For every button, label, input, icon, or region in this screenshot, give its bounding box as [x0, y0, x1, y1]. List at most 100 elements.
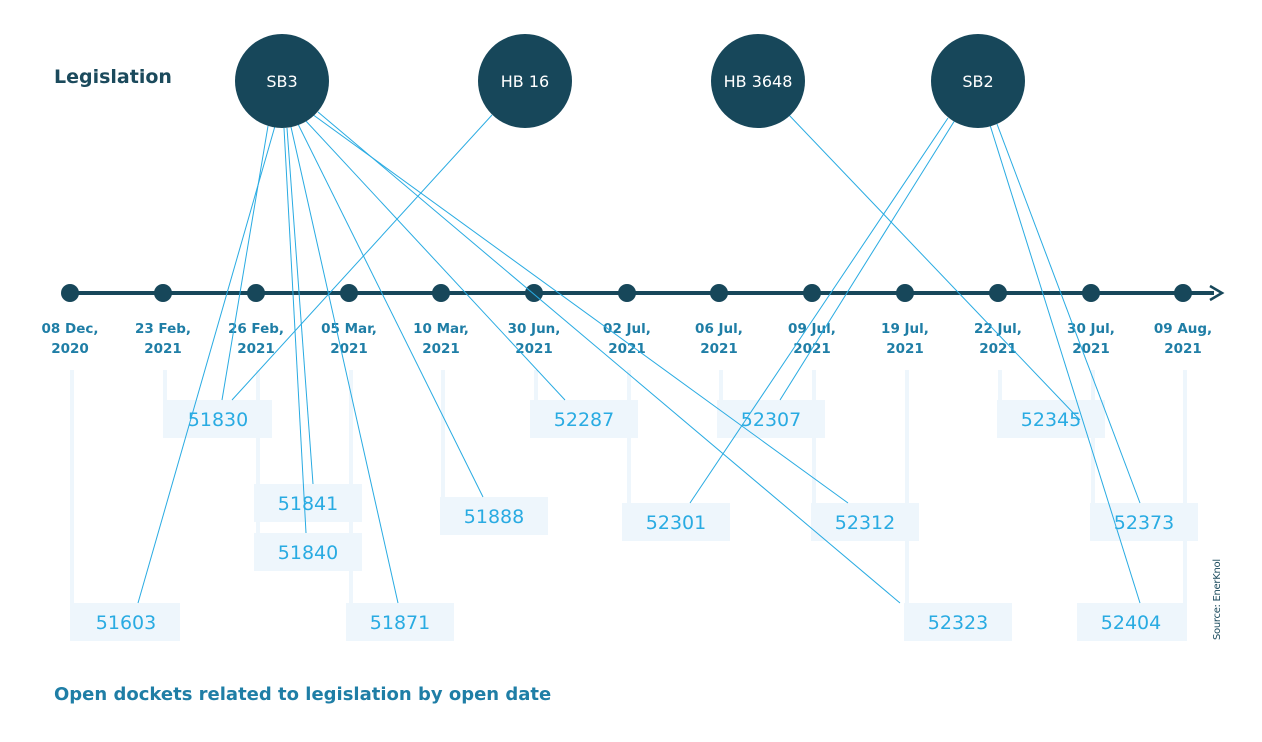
date-label: 23 Feb, 2021 [135, 321, 191, 357]
docket-box[interactable]: 51840 [254, 533, 362, 571]
docket-id: 52287 [554, 409, 614, 431]
link-line [779, 119, 956, 401]
legislation-circle [478, 34, 572, 128]
docket-box[interactable]: 51603 [72, 603, 180, 641]
date-label-day: 30 Jun, [508, 321, 561, 337]
date-label: 09 Aug, 2021 [1154, 321, 1212, 357]
docket-box[interactable]: 51830 [164, 400, 272, 438]
docket-box-bg [530, 400, 638, 438]
date-label: 09 Jul,2021 [788, 321, 836, 357]
date-label-day: 23 Feb, [135, 321, 191, 337]
timeline-dot [989, 284, 1007, 302]
date-label-year: 2021 [330, 341, 368, 357]
legislation-node[interactable]: HB 16 [478, 34, 572, 128]
docket-box[interactable]: 52287 [530, 400, 638, 438]
date-label-year: 2021 [700, 341, 738, 357]
link-line [787, 113, 1081, 421]
docket-box-bg [997, 400, 1105, 438]
docket-box-bg [717, 400, 825, 438]
docket-box-bg [622, 503, 730, 541]
docket-id: 52307 [741, 409, 801, 431]
legislation-node[interactable]: SB2 [931, 34, 1025, 128]
timeline-dot [154, 284, 172, 302]
docket-box[interactable]: 51871 [346, 603, 454, 641]
timeline-dot [710, 284, 728, 302]
link-line [689, 117, 949, 504]
date-label: 05 Mar, 2021 [321, 321, 377, 357]
date-label: 22 Jul, 2021 [974, 321, 1022, 357]
date-label-day: 10 Mar, [413, 321, 469, 337]
date-label-year: 2021 [515, 341, 553, 357]
docket-box-bg [72, 603, 180, 641]
legislation-label: HB 3648 [724, 72, 793, 91]
docket-id: 51841 [278, 493, 338, 515]
docket-id: 51840 [278, 542, 338, 564]
link-line [297, 123, 484, 498]
date-label: 19 Jul, 2021 [881, 321, 929, 357]
docket-box[interactable]: 52373 [1090, 503, 1198, 541]
docket-id: 51888 [464, 506, 524, 528]
date-label-day: 09 Aug, [1154, 321, 1212, 337]
legislation-label: SB2 [962, 72, 993, 91]
docket-id: 51871 [370, 612, 430, 634]
timeline-dot [432, 284, 450, 302]
legislation-heading: Legislation [54, 66, 172, 88]
docket-box-bg [1077, 603, 1185, 641]
timeline-dot [803, 284, 821, 302]
timeline-dot [247, 284, 265, 302]
timeline-dot [618, 284, 636, 302]
timeline-dot [1174, 284, 1192, 302]
legislation-circle [711, 34, 805, 128]
docket-box[interactable]: 51841 [254, 484, 362, 522]
timeline-dot [1082, 284, 1100, 302]
link-line [231, 114, 493, 401]
date-label-year: 2021 [144, 341, 182, 357]
date-label: 10 Mar, 2021 [413, 321, 469, 357]
date-label-day: 05 Mar, [321, 321, 377, 337]
docket-id: 52373 [1114, 512, 1174, 534]
date-label-year: 2021 [886, 341, 924, 357]
date-label-year: 2021 [1164, 341, 1202, 357]
link-line [221, 125, 269, 401]
docket-box-bg [1090, 503, 1198, 541]
timeline-dot [340, 284, 358, 302]
docket-box[interactable]: 52323 [904, 603, 1012, 641]
timeline-dot [61, 284, 79, 302]
source-note: Source: EnerKnol [1212, 559, 1223, 640]
docket-box[interactable]: 51888 [440, 497, 548, 535]
link-line [311, 113, 849, 504]
legislation-node[interactable]: SB3 [235, 34, 329, 128]
docket-box-bg [904, 603, 1012, 641]
timeline-dot [896, 284, 914, 302]
date-label-day: 08 Dec, [42, 321, 99, 337]
docket-box-bg [440, 497, 548, 535]
docket-box[interactable]: 52312 [811, 503, 919, 541]
docket-box-bg [254, 484, 362, 522]
docket-box-bg [346, 603, 454, 641]
docket-box[interactable]: 52301 [622, 503, 730, 541]
date-label: 08 Dec, 2020 [42, 321, 99, 357]
date-label-day: 02 Jul, [603, 321, 651, 337]
legislation-node[interactable]: HB 3648 [711, 34, 805, 128]
date-label-year: 2021 [608, 341, 646, 357]
date-label-day: 09 Jul, [788, 321, 836, 337]
docket-id: 51830 [188, 409, 248, 431]
link-line [989, 124, 1141, 604]
date-label: 02 Jul, 2021 [603, 321, 651, 357]
date-label-day: 26 Feb, [228, 321, 284, 337]
docket-box[interactable]: 52404 [1077, 603, 1185, 641]
docket-box[interactable]: 52307 [717, 400, 825, 438]
link-line [290, 126, 399, 604]
date-label-year: 2021 [979, 341, 1017, 357]
date-label-day: 06 Jul, [695, 321, 743, 337]
docket-id: 52312 [835, 512, 895, 534]
docket-box[interactable]: 52345 [997, 400, 1105, 438]
legislation-label: HB 16 [501, 72, 549, 91]
date-label: 26 Feb, 2021 [228, 321, 284, 357]
legislation-circle [235, 34, 329, 128]
date-label-year: 2021 [237, 341, 275, 357]
docket-box-bg [164, 400, 272, 438]
docket-box-bg [254, 533, 362, 571]
legislation-label: SB3 [266, 72, 297, 91]
date-label: 30 Jul, 2021 [1067, 321, 1115, 357]
